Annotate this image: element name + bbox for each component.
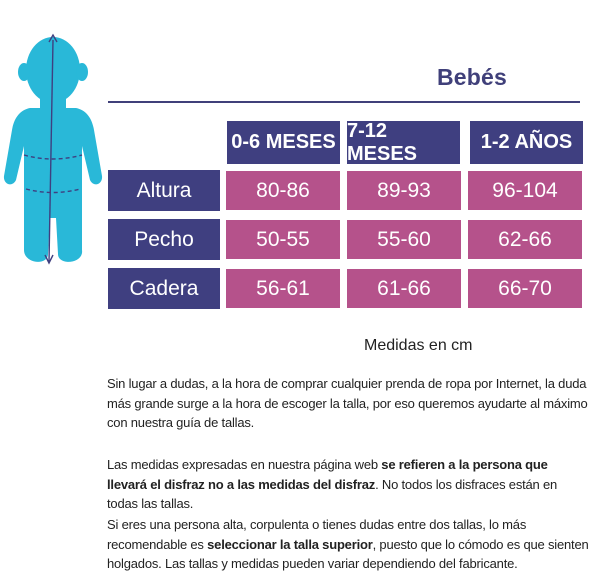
table-cell: 96-104 (468, 171, 582, 210)
measures-emphasis: se refieren a la persona que llevará el … (107, 457, 548, 492)
advice-emphasis: seleccionar la talla superior (207, 536, 373, 552)
page-title: Bebés (437, 64, 508, 90)
table-cell: 62-66 (468, 220, 582, 259)
column-header-0-6: 0-6 MESES (227, 121, 340, 164)
measures-paragraph: Las medidas expresadas en nuestra página… (107, 455, 589, 514)
column-header-1-2: 1-2 AÑOS (470, 121, 583, 164)
units-note: Medidas en cm (364, 337, 473, 354)
measures-text-end: . No todos los disfraces están en todas … (107, 476, 558, 512)
table-cell: 61-66 (347, 269, 461, 308)
advice-text-end: , puesto que lo cómodo es que sienten ho… (107, 536, 589, 572)
measures-text: Las medidas expresadas en nuestra página… (107, 457, 382, 472)
advice-text: Si eres una persona alta, corpulenta o t… (107, 517, 527, 552)
table-cell: 56-61 (226, 269, 340, 308)
column-header-7-12: 7-12 MESES (347, 120, 460, 165)
table-cell: 89-93 (347, 171, 461, 210)
row-label-pecho: Pecho (108, 219, 220, 260)
row-label-cadera: Cadera (108, 268, 220, 309)
size-advice-paragraph: Si eres una persona alta, corpulenta o t… (107, 515, 589, 574)
title-divider (108, 101, 580, 103)
baby-measurement-figure-icon (3, 33, 103, 265)
table-cell: 80-86 (226, 171, 340, 210)
row-label-altura: Altura (108, 170, 220, 211)
table-cell: 50-55 (226, 220, 340, 259)
table-cell: 66-70 (468, 269, 582, 308)
table-cell: 55-60 (347, 220, 461, 259)
intro-paragraph: Sin lugar a dudas, a la hora de comprar … (107, 376, 588, 430)
